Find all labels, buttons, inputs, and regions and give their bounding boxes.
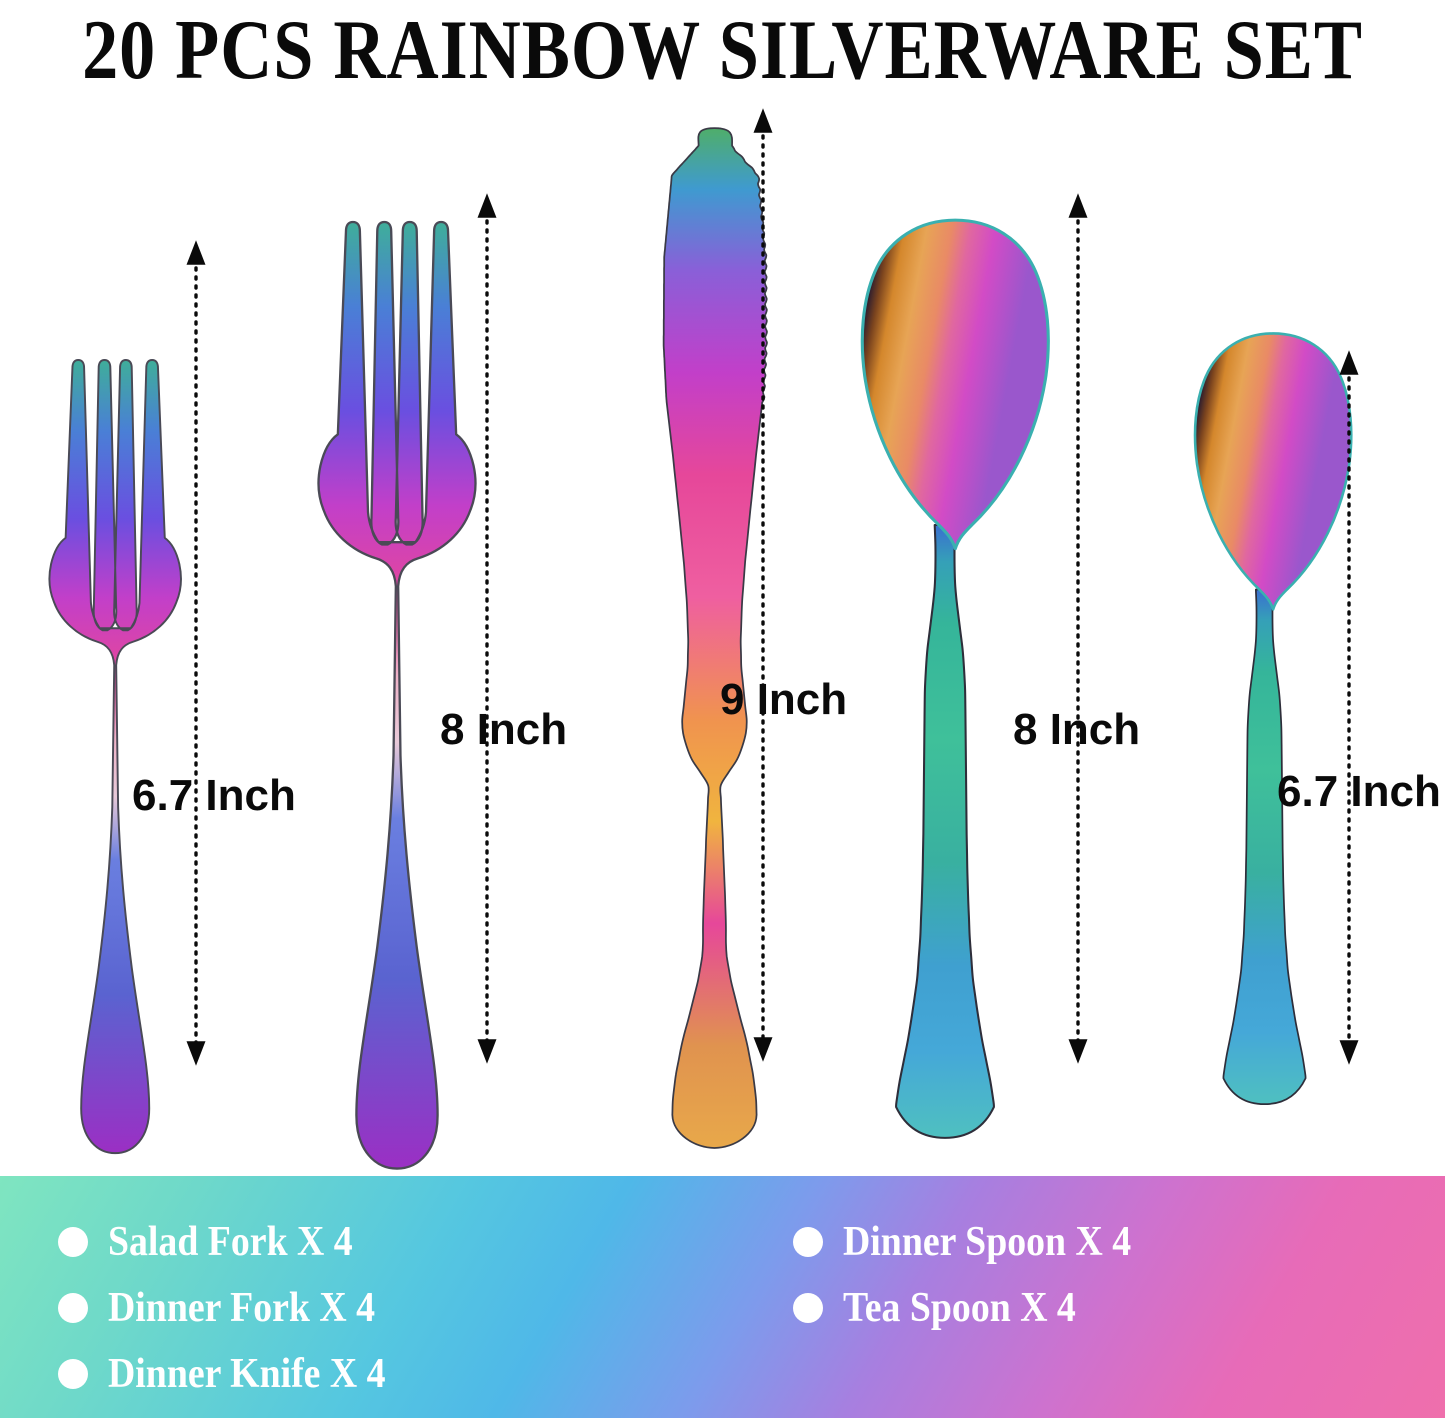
svg-text:9 Inch: 9 Inch bbox=[720, 675, 847, 724]
svg-text:8 Inch: 8 Inch bbox=[440, 705, 567, 754]
svg-text:6.7 Inch: 6.7 Inch bbox=[132, 771, 296, 820]
svg-text:6.7 Inch: 6.7 Inch bbox=[1277, 767, 1441, 816]
svg-text:8 Inch: 8 Inch bbox=[1013, 705, 1140, 754]
